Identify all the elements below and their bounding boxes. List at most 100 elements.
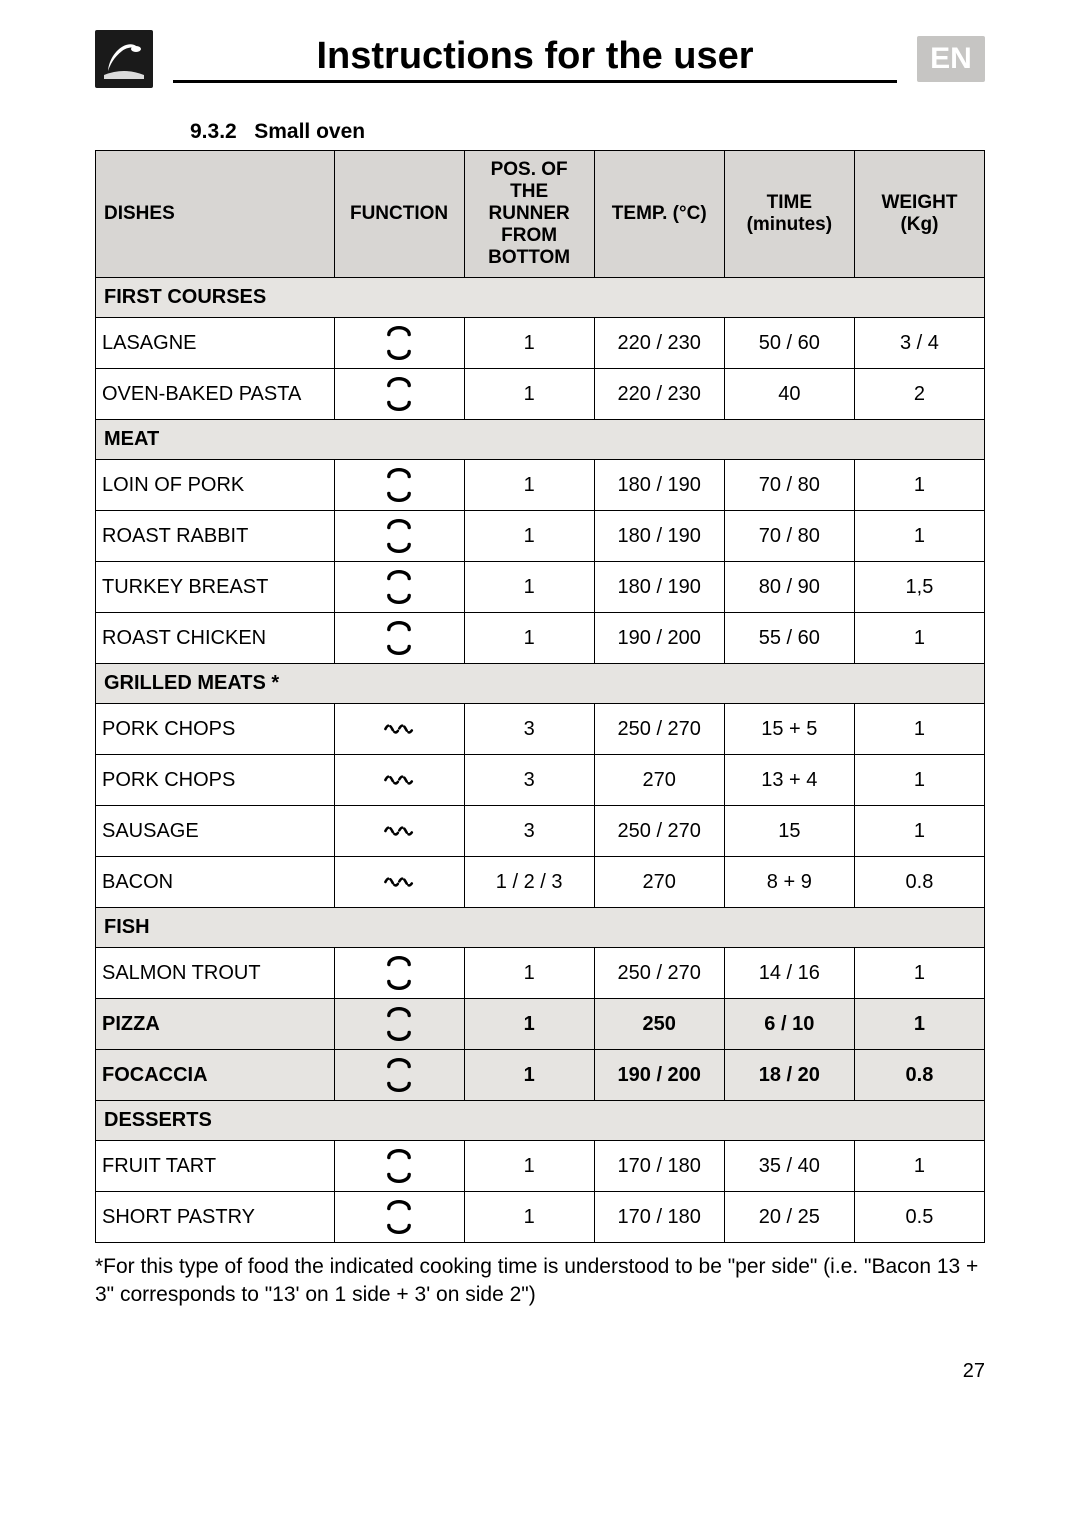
weight-cell: 1 [854,704,984,755]
table-row: PORK CHOPS327013 + 41 [96,755,985,806]
dish-name-cell: ROAST CHICKEN [96,613,335,664]
time-cell: 55 / 60 [724,613,854,664]
table-body: FIRST COURSESLASAGNE1220 / 23050 / 603 /… [96,278,985,1243]
pos-cell: 1 [464,948,594,999]
time-cell: 6 / 10 [724,999,854,1050]
weight-cell: 1,5 [854,562,984,613]
pos-cell: 1 [464,999,594,1050]
col-function: FUNCTION [334,151,464,278]
dish-name-cell: SHORT PASTRY [96,1192,335,1243]
table-row: ROAST CHICKEN1190 / 20055 / 601 [96,613,985,664]
grill-icon [382,717,416,739]
dish-name-cell: ROAST RABBIT [96,511,335,562]
category-row: MEAT [96,420,985,460]
table-row: SHORT PASTRY 1170 / 18020 / 250.5 [96,1192,985,1243]
conventional-icon [382,1205,416,1227]
dish-name-cell: TURKEY BREAST [96,562,335,613]
time-cell: 20 / 25 [724,1192,854,1243]
category-label: FISH [96,908,985,948]
function-cell [334,1192,464,1243]
temp-cell: 180 / 190 [594,511,724,562]
weight-cell: 3 / 4 [854,318,984,369]
weight-cell: 1 [854,613,984,664]
weight-cell: 1 [854,999,984,1050]
temp-cell: 220 / 230 [594,318,724,369]
page-header: Instructions for the user EN [95,30,985,88]
pos-cell: 3 [464,755,594,806]
chef-logo-icon [95,30,153,88]
function-cell [334,511,464,562]
time-cell: 13 + 4 [724,755,854,806]
time-cell: 8 + 9 [724,857,854,908]
temp-cell: 220 / 230 [594,369,724,420]
dish-name-cell: SALMON TROUT [96,948,335,999]
weight-cell: 2 [854,369,984,420]
time-cell: 40 [724,369,854,420]
table-footnote: *For this type of food the indicated coo… [95,1253,985,1310]
time-cell: 18 / 20 [724,1050,854,1101]
section-name: Small oven [254,120,365,143]
time-cell: 80 / 90 [724,562,854,613]
function-cell [334,460,464,511]
table-row: PIZZA12506 / 101 [96,999,985,1050]
col-temp: TEMP. (°C) [594,151,724,278]
temp-cell: 170 / 180 [594,1192,724,1243]
temp-cell: 250 [594,999,724,1050]
page-title-wrap: Instructions for the user [173,35,897,83]
weight-cell: 1 [854,1141,984,1192]
time-cell: 50 / 60 [724,318,854,369]
function-cell [334,948,464,999]
temp-cell: 250 / 270 [594,948,724,999]
temp-cell: 250 / 270 [594,704,724,755]
table-row: LOIN OF PORK1180 / 19070 / 801 [96,460,985,511]
table-row: SAUSAGE3250 / 270151 [96,806,985,857]
function-cell [334,999,464,1050]
dish-name-cell: SAUSAGE [96,806,335,857]
function-cell [334,704,464,755]
category-label: DESSERTS [96,1101,985,1141]
pos-cell: 3 [464,704,594,755]
page-number: 27 [95,1360,985,1383]
weight-cell: 0.8 [854,857,984,908]
function-cell [334,806,464,857]
pos-cell: 3 [464,806,594,857]
table-row: SALMON TROUT1250 / 27014 / 161 [96,948,985,999]
function-cell [334,1050,464,1101]
page: Instructions for the user EN 9.3.2 Small… [0,0,1080,1433]
conventional-icon [382,1154,416,1176]
weight-cell: 1 [854,948,984,999]
section-number: 9.3.2 [190,120,237,143]
function-cell [334,562,464,613]
col-weight: WEIGHT (Kg) [854,151,984,278]
conventional-icon [382,1012,416,1034]
weight-cell: 0.5 [854,1192,984,1243]
table-row: FOCACCIA1190 / 20018 / 200.8 [96,1050,985,1101]
time-cell: 15 [724,806,854,857]
grill-icon [382,768,416,790]
conventional-icon [382,961,416,983]
grill-icon [382,870,416,892]
col-time: TIME (minutes) [724,151,854,278]
weight-cell: 1 [854,460,984,511]
language-badge: EN [917,36,985,82]
pos-cell: 1 [464,369,594,420]
time-cell: 35 / 40 [724,1141,854,1192]
conventional-icon [382,331,416,353]
category-label: FIRST COURSES [96,278,985,318]
temp-cell: 190 / 200 [594,1050,724,1101]
conventional-icon [382,524,416,546]
time-cell: 15 + 5 [724,704,854,755]
function-cell [334,755,464,806]
temp-cell: 170 / 180 [594,1141,724,1192]
category-row: FIRST COURSES [96,278,985,318]
dish-name-cell: PORK CHOPS [96,755,335,806]
time-cell: 70 / 80 [724,511,854,562]
col-dishes: DISHES [96,151,335,278]
table-row: BACON1 / 2 / 32708 + 90.8 [96,857,985,908]
table-row: OVEN-BAKED PASTA1220 / 230402 [96,369,985,420]
pos-cell: 1 [464,1192,594,1243]
function-cell [334,369,464,420]
function-cell [334,857,464,908]
pos-cell: 1 [464,511,594,562]
dish-name-cell: PORK CHOPS [96,704,335,755]
